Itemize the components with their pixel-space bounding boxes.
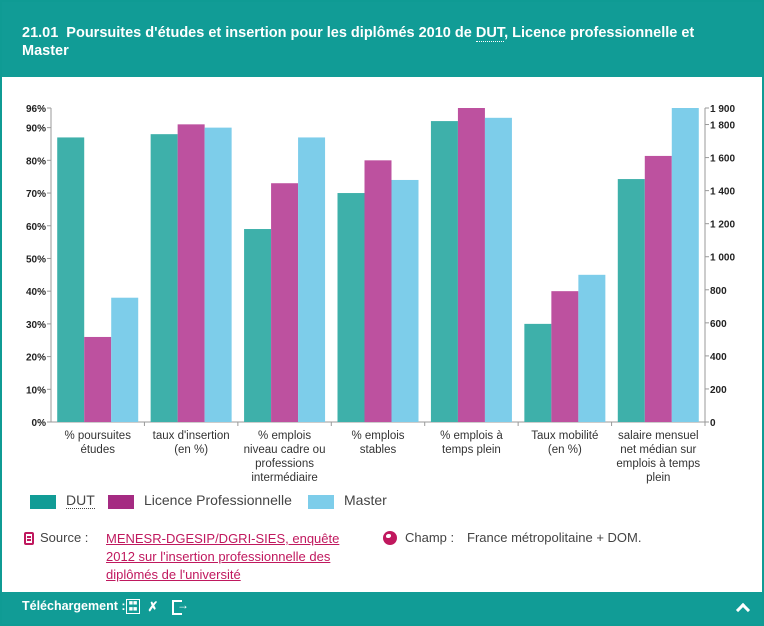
excel-download-icon[interactable]: ✗ (147, 599, 159, 614)
x-category-label: taux d'insertion (en %) (153, 430, 230, 456)
legend-swatch-licence-pro (108, 495, 134, 509)
bar-chart: 0% 10% 20% 30% 40% 50% 60% 70% 80% 90% 96% 0 200 400 6… (26, 104, 735, 484)
bar-licence-professionnelle (551, 291, 579, 422)
bar-dut (57, 137, 85, 422)
bar-licence-professionnelle (364, 160, 392, 422)
y-right-tick-label: 600 (710, 319, 727, 330)
legend-label-master: Master (344, 492, 387, 508)
x-category-label: % emplois stables (351, 430, 404, 456)
bar-dut (524, 323, 552, 422)
panel-footer: Téléchargement : ■■ ■■ ✗ (2, 592, 762, 624)
bar-master (671, 108, 699, 422)
y-right-tick-label: 400 (710, 352, 727, 363)
bar-dut (337, 193, 365, 422)
y-left-tick-label: 10% (26, 385, 46, 396)
y-right-tick-label: 1 900 (710, 104, 735, 115)
y-right-tick-label: 0 (710, 418, 716, 429)
bar-licence-professionnelle (271, 183, 299, 422)
y-left-tick-label: 50% (26, 254, 46, 265)
bar-master (298, 137, 326, 422)
csv-download-icon[interactable]: ■■ ■■ (126, 599, 140, 614)
bar-licence-professionnelle (457, 108, 485, 422)
y-left-tick-label: 80% (26, 156, 46, 167)
legend-label-licence-pro: Licence Professionnelle (144, 492, 292, 508)
x-category-label: % poursuites études (64, 430, 131, 456)
legend-swatch-master (308, 495, 334, 509)
chart-number: 21.01 (22, 25, 59, 41)
y-left-tick-label: 20% (26, 353, 46, 364)
bar-master (578, 274, 606, 422)
x-category-label: % emplois à temps plein (440, 430, 503, 456)
collapse-chevron-up-icon[interactable] (735, 602, 751, 618)
y-right-tick-label: 1 600 (710, 154, 735, 165)
y-left-tick-label: 96% (26, 104, 46, 115)
bar-master (111, 297, 139, 422)
export-icon[interactable] (172, 598, 189, 615)
bar-dut (430, 121, 458, 423)
legend-label-dut: DUT (66, 492, 95, 509)
bar-licence-professionnelle (84, 336, 112, 422)
y-left-tick-label: 40% (26, 287, 46, 298)
y-right-tick-label: 800 (710, 286, 727, 297)
bar-master (204, 127, 232, 422)
bar-master (484, 117, 512, 422)
title-text-start: Poursuites d'études et insertion pour le… (66, 25, 476, 41)
x-category-label: % emplois niveau cadre ou professions inter… (244, 430, 326, 484)
champ-value: France métropolitaine + DOM. (467, 530, 642, 545)
chart-title: 21.01 Poursuites d'études et insertion po… (22, 24, 732, 60)
x-category-label: salaire mensuel net médian sur emplois à t… (616, 430, 700, 484)
document-icon (24, 532, 34, 545)
x-category-label: Taux mobilité (en %) (531, 430, 598, 456)
y-left-tick-label: 90% (26, 124, 46, 135)
y-left-tick-label: 60% (26, 222, 46, 233)
bar-licence-professionnelle (177, 124, 205, 422)
y-right-tick-label: 1 000 (710, 253, 735, 264)
bar-licence-professionnelle (644, 155, 672, 422)
y-left-tick-label: 30% (26, 320, 46, 331)
bar-dut (244, 229, 272, 422)
title-abbr-dut[interactable]: DUT (475, 25, 505, 42)
globe-icon (383, 531, 397, 545)
bar-master (391, 179, 419, 422)
legend-swatch-dut (30, 495, 56, 509)
download-label: Téléchargement : (22, 599, 126, 613)
y-left-tick-label: 70% (26, 189, 46, 200)
y-left-tick-label: 0% (32, 418, 47, 429)
y-right-tick-label: 1 200 (710, 220, 735, 231)
champ-label: Champ : (405, 530, 455, 545)
y-right-tick-label: 1 800 (710, 121, 735, 132)
source-link[interactable]: MENESR-DGESIP/DGRI-SIES, enquête 2012 su… (106, 531, 340, 582)
y-right-tick-label: 1 400 (710, 187, 735, 198)
panel-header: 21.01 Poursuites d'études et insertion po… (2, 2, 762, 77)
source-label: Source : (40, 530, 89, 545)
bar-dut (150, 134, 178, 422)
bar-dut (617, 179, 645, 422)
y-right-tick-label: 200 (710, 385, 727, 396)
title-text-end: , Licence professionnelle et Master (22, 25, 695, 59)
